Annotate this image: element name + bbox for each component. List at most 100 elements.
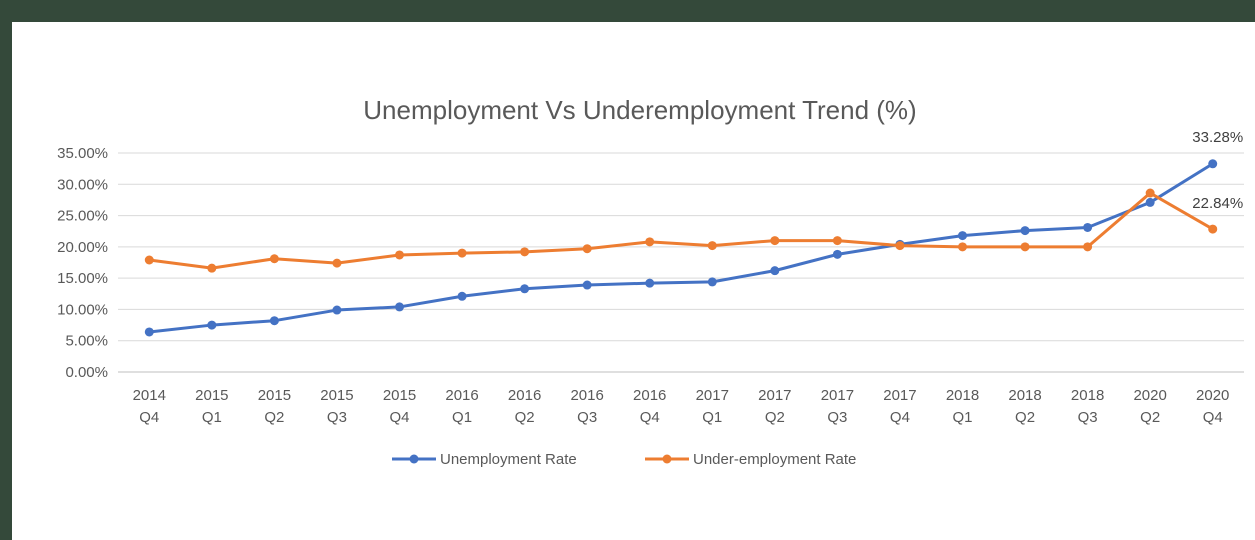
data-point <box>645 237 655 247</box>
data-point <box>707 241 717 251</box>
x-tick-label-year: 2014 <box>133 387 166 404</box>
series-0 <box>144 159 1218 337</box>
data-point <box>457 291 467 301</box>
chart-panel: Unemployment Vs Underemployment Trend (%… <box>12 22 1255 540</box>
data-point <box>269 316 279 326</box>
data-point <box>395 250 404 260</box>
x-tick-label-year: 2018 <box>1008 387 1041 404</box>
y-tick-label: 35.00% <box>57 145 108 162</box>
x-tick-label-quarter: Q4 <box>389 409 409 426</box>
data-point <box>707 277 717 287</box>
data-label: 22.84% <box>1192 195 1243 212</box>
data-point <box>582 244 592 254</box>
y-tick-label: 10.00% <box>57 301 108 318</box>
x-tick-label-year: 2018 <box>1071 387 1104 404</box>
x-tick-label-quarter: Q2 <box>765 409 785 426</box>
x-tick-label-quarter: Q1 <box>202 409 222 426</box>
y-tick-label: 0.00% <box>65 364 108 381</box>
legend-label: Under-employment Rate <box>693 451 856 468</box>
data-point <box>832 236 842 246</box>
x-tick-label-year: 2016 <box>570 387 603 404</box>
x-tick-label-quarter: Q4 <box>890 409 910 426</box>
data-point <box>770 236 780 246</box>
y-tick-label: 20.00% <box>57 239 108 256</box>
x-tick-label-year: 2015 <box>320 387 353 404</box>
data-point <box>332 305 342 315</box>
legend: Unemployment Rate Under-employment Rate <box>392 451 856 468</box>
line-chart: Unemployment Vs Underemployment Trend (%… <box>57 95 1244 468</box>
x-tick-label-year: 2017 <box>883 387 916 404</box>
legend-swatch-marker <box>662 454 672 464</box>
x-axis: 2014 Q4 2015 Q1 2015 Q2 2015 Q3 2015 Q4 2016 Q1 2016… <box>133 387 1230 426</box>
data-point <box>207 263 217 273</box>
data-point <box>269 254 279 264</box>
data-point <box>207 320 217 330</box>
x-tick-label-year: 2015 <box>258 387 291 404</box>
x-tick-label-year: 2020 <box>1196 387 1229 404</box>
x-tick-label-quarter: Q2 <box>1015 409 1035 426</box>
data-point <box>144 255 154 265</box>
x-tick-label-quarter: Q4 <box>640 409 660 426</box>
legend-entry: Unemployment Rate <box>392 451 577 468</box>
x-tick-label-year: 2016 <box>445 387 478 404</box>
series <box>144 159 1218 337</box>
x-tick-label-quarter: Q2 <box>264 409 284 426</box>
data-point <box>144 327 154 337</box>
x-tick-label-year: 2016 <box>633 387 666 404</box>
data-point <box>520 284 530 294</box>
x-tick-label-quarter: Q1 <box>702 409 722 426</box>
x-tick-label-quarter: Q1 <box>452 409 472 426</box>
data-point <box>520 247 530 257</box>
data-point <box>1208 224 1218 234</box>
data-point <box>395 302 404 312</box>
data-labels: 33.28% 22.84% <box>1192 129 1243 212</box>
x-tick-label-quarter: Q3 <box>327 409 347 426</box>
x-tick-label-year: 2016 <box>508 387 541 404</box>
data-point <box>832 249 842 259</box>
series-line <box>147 162 1215 334</box>
x-tick-label-year: 2017 <box>696 387 729 404</box>
data-point <box>958 242 967 252</box>
x-tick-label-year: 2017 <box>821 387 854 404</box>
legend-entry: Under-employment Rate <box>645 451 856 468</box>
y-tick-label: 30.00% <box>57 176 108 193</box>
x-tick-label-quarter: Q2 <box>515 409 535 426</box>
chart-title: Unemployment Vs Underemployment Trend (%… <box>363 95 916 125</box>
data-point <box>958 231 967 241</box>
data-point <box>1020 226 1030 236</box>
x-tick-label-quarter: Q3 <box>1078 409 1098 426</box>
data-point <box>645 278 655 288</box>
data-point <box>1083 242 1093 252</box>
y-tick-label: 25.00% <box>57 208 108 225</box>
series-line <box>147 191 1215 270</box>
data-point <box>332 258 342 268</box>
data-point <box>1145 197 1155 207</box>
y-axis: 0.00% 5.00% 10.00% 15.00% 20.00% 25.00% 30.00%… <box>57 145 108 381</box>
data-point <box>1083 222 1093 232</box>
x-tick-label-year: 2018 <box>946 387 979 404</box>
data-label: 33.28% <box>1192 129 1243 146</box>
legend-label: Unemployment Rate <box>440 451 577 468</box>
x-tick-label-year: 2017 <box>758 387 791 404</box>
data-point <box>582 280 592 290</box>
x-tick-label-quarter: Q3 <box>577 409 597 426</box>
x-tick-label-year: 2020 <box>1133 387 1166 404</box>
grid-lines <box>118 152 1244 373</box>
data-point <box>895 241 905 251</box>
x-tick-label-quarter: Q3 <box>827 409 847 426</box>
data-point <box>1208 159 1218 169</box>
x-tick-label-quarter: Q4 <box>139 409 159 426</box>
legend-swatch-marker <box>409 454 419 464</box>
x-tick-label-year: 2015 <box>383 387 416 404</box>
x-tick-label-quarter: Q4 <box>1203 409 1223 426</box>
series-1 <box>144 188 1218 273</box>
data-point <box>1145 188 1155 198</box>
data-point <box>770 266 780 276</box>
x-tick-label-quarter: Q2 <box>1140 409 1160 426</box>
data-point <box>457 248 467 258</box>
x-tick-label-year: 2015 <box>195 387 228 404</box>
y-tick-label: 15.00% <box>57 270 108 287</box>
data-point <box>1020 242 1030 252</box>
x-tick-label-quarter: Q1 <box>952 409 972 426</box>
y-tick-label: 5.00% <box>65 333 108 350</box>
